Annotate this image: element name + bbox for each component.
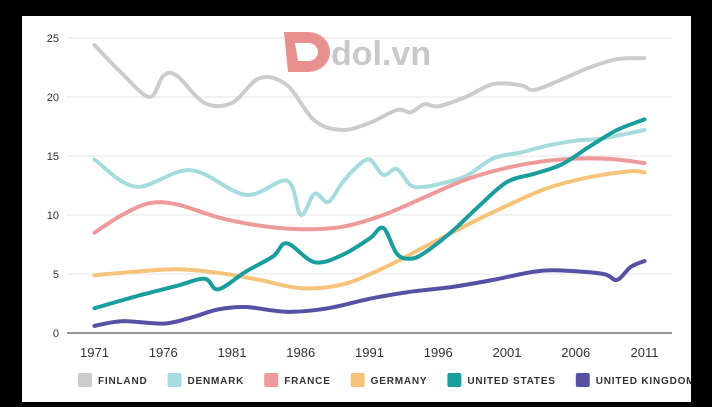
series-line-finland bbox=[92, 43, 647, 133]
x-tick-label: 1996 bbox=[424, 345, 453, 360]
legend-swatch-united-kingdom bbox=[575, 373, 590, 387]
series-line-denmark bbox=[92, 128, 647, 217]
y-tick-label: 0 bbox=[53, 328, 59, 340]
legend-swatch-denmark bbox=[167, 373, 182, 387]
x-axis-ticks: 1971 1976 1981 1986 1991 1996 2001 2006 2011 bbox=[80, 345, 658, 360]
x-tick-label: 1976 bbox=[149, 345, 178, 360]
x-tick-label: 1971 bbox=[80, 345, 109, 360]
watermark-logo: dol.vn bbox=[284, 32, 431, 73]
series-line-united-kingdom bbox=[92, 259, 647, 328]
x-tick-label: 2001 bbox=[493, 345, 522, 360]
legend-label-united-kingdom: UNITED KINGDOM bbox=[596, 376, 691, 387]
legend-label-finland: FINLAND bbox=[98, 376, 147, 387]
x-tick-label: 1986 bbox=[286, 345, 315, 360]
series-line-germany bbox=[92, 169, 647, 291]
legend-swatch-united-states bbox=[447, 373, 462, 387]
legend-label-germany: GERMANY bbox=[371, 376, 428, 387]
dol-logo-mark bbox=[295, 43, 318, 61]
y-tick-label: 5 bbox=[53, 269, 59, 281]
series-lines bbox=[92, 43, 647, 328]
chart-card: 0 5 10 15 20 25 1971 1976 1981 1986 1991 1996 2001 2… bbox=[22, 16, 691, 402]
y-tick-label: 15 bbox=[47, 151, 59, 163]
legend-label-united-states: UNITED STATES bbox=[467, 376, 555, 387]
y-tick-label: 10 bbox=[47, 210, 59, 222]
x-tick-label: 2006 bbox=[561, 345, 590, 360]
gridlines bbox=[67, 37, 672, 334]
legend-swatch-finland bbox=[78, 373, 92, 387]
legend-swatch-germany bbox=[350, 373, 365, 387]
x-tick-label: 1991 bbox=[355, 345, 384, 360]
x-tick-label: 2011 bbox=[631, 345, 659, 360]
y-tick-label: 25 bbox=[47, 33, 59, 45]
series-line-united-states bbox=[92, 117, 647, 311]
x-tick-label: 1981 bbox=[218, 345, 247, 360]
y-tick-label: 20 bbox=[47, 92, 59, 104]
legend: FINLAND DENMARK FRANCE GERMANY UNITED STATES… bbox=[78, 373, 691, 387]
legend-label-france: FRANCE bbox=[284, 376, 330, 387]
line-chart: 0 5 10 15 20 25 1971 1976 1981 1986 1991 1996 2001 2… bbox=[47, 32, 691, 387]
watermark-text: dol.vn bbox=[331, 35, 431, 73]
legend-label-denmark: DENMARK bbox=[187, 376, 244, 387]
y-axis-ticks: 0 5 10 15 20 25 bbox=[47, 33, 59, 340]
legend-swatch-france bbox=[264, 373, 279, 387]
series-line-france bbox=[92, 156, 647, 235]
